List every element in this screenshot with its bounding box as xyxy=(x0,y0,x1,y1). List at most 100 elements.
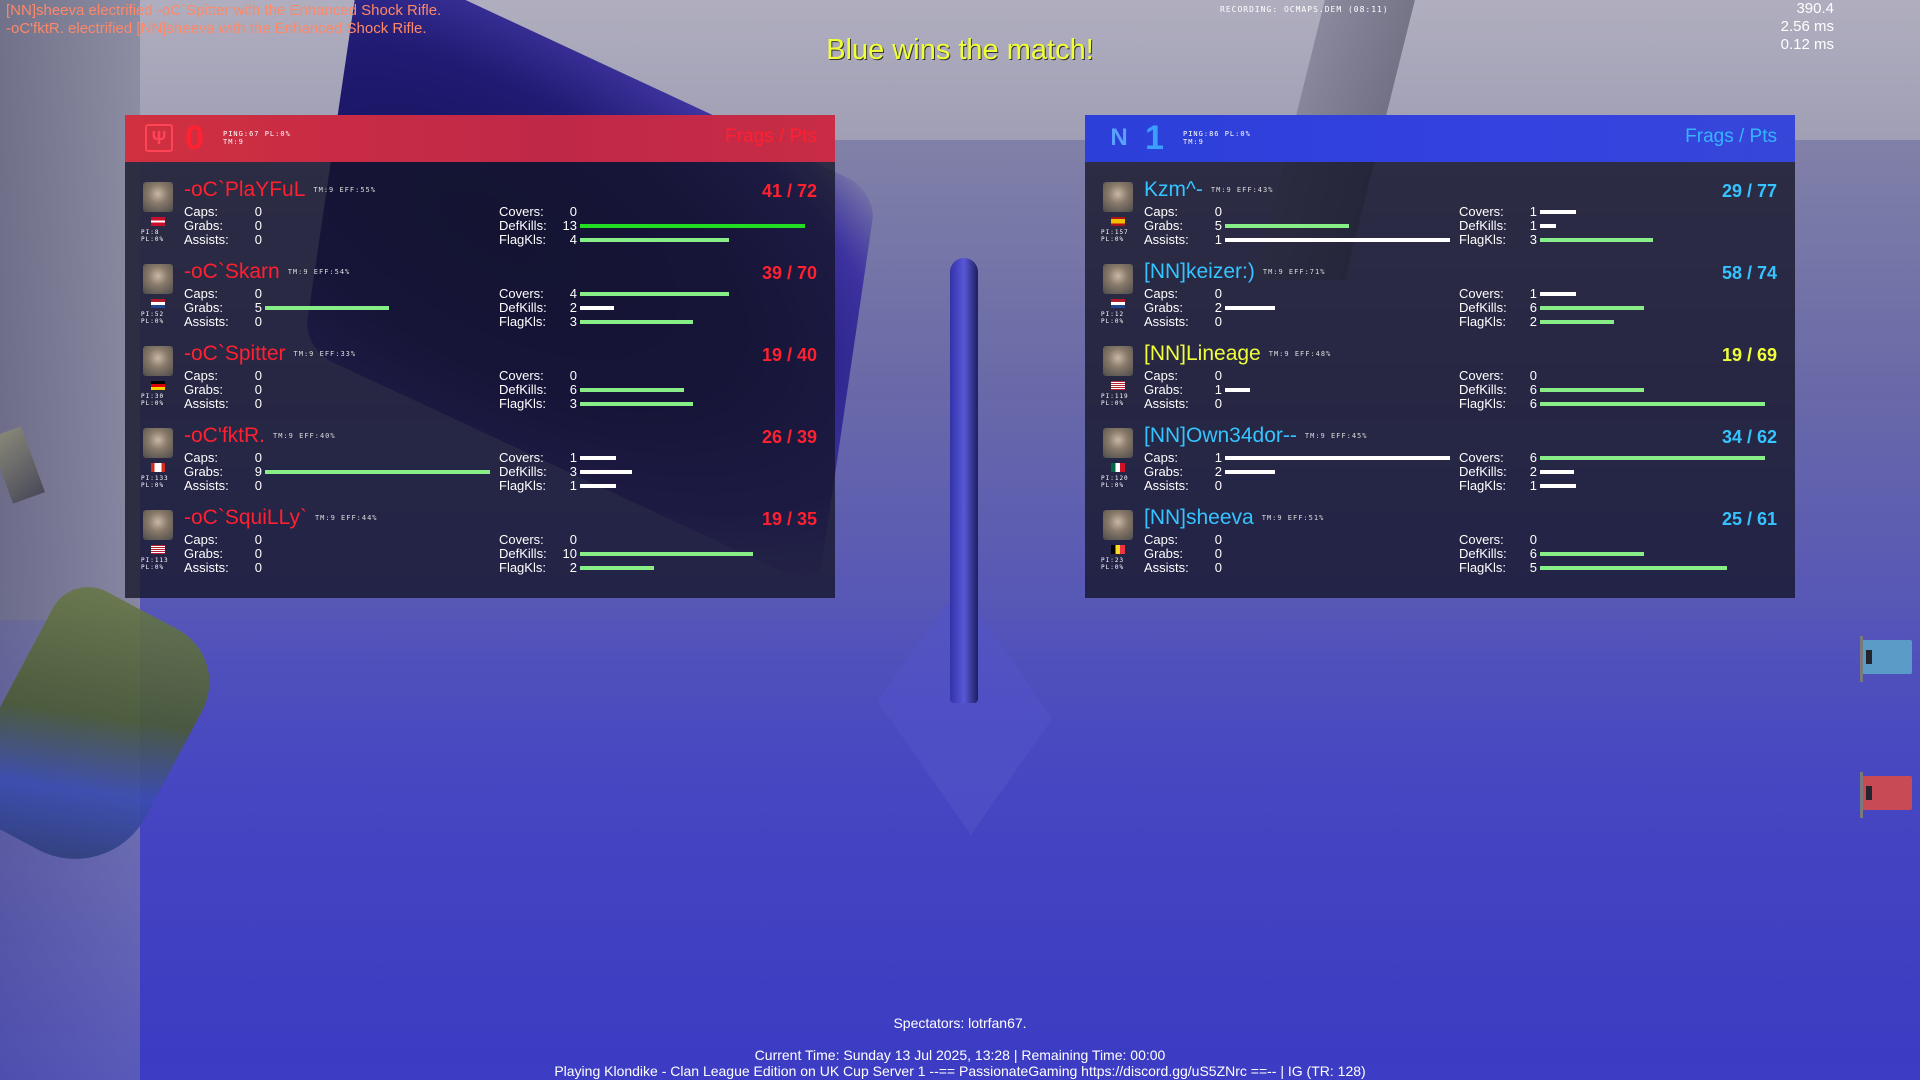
player-name-text: -oC`Spitter xyxy=(184,342,286,365)
stat-bar-track xyxy=(1540,388,1765,392)
player-frags-pts: 39 / 70 xyxy=(761,263,817,283)
stat-bar-track xyxy=(1540,292,1765,296)
stat-label: FlagKls: xyxy=(499,560,546,575)
stat-bar-track xyxy=(580,552,805,556)
stat-label: DefKills: xyxy=(499,300,547,315)
stat-grabs: Grabs: 1 xyxy=(1144,383,1222,397)
stat-label: Caps: xyxy=(184,450,218,465)
stat-value: 0 xyxy=(1214,396,1222,411)
stat-label: DefKills: xyxy=(1459,464,1507,479)
player-ping-info: PI:23 PL:0% xyxy=(1101,557,1124,571)
stat-value: 13 xyxy=(562,218,577,233)
stat-value: 1 xyxy=(1529,204,1537,219)
stat-bar-defkills xyxy=(1540,470,1574,474)
player-avatar xyxy=(143,346,173,376)
stat-value: 1 xyxy=(569,478,577,493)
player-list: PI:8 PL:0% -oC`PlaYFuL TM:9 EFF:55% 41 / … xyxy=(125,162,835,587)
stat-bar-track xyxy=(580,238,805,242)
stat-bar-track xyxy=(1540,306,1765,310)
stat-value: 9 xyxy=(254,464,262,479)
stat-covers: Covers: 4 xyxy=(499,287,577,301)
stat-bar-flagkls xyxy=(1540,320,1614,324)
player-ping: PI:23 xyxy=(1101,557,1125,564)
stat-caps: Caps: 0 xyxy=(184,451,262,465)
stat-defkills: DefKills: 2 xyxy=(499,301,577,315)
stat-value: 6 xyxy=(569,382,577,397)
stat-value: 4 xyxy=(569,232,577,247)
country-flag-icon xyxy=(151,463,165,472)
stat-label: Caps: xyxy=(184,532,218,547)
frame-time-readout: 2.56 ms xyxy=(1780,18,1834,35)
stat-value: 0 xyxy=(254,396,262,411)
stat-bar-covers xyxy=(1540,292,1576,296)
player-eff: TM:9 EFF:71% xyxy=(1262,268,1326,277)
stat-label: Covers: xyxy=(499,204,544,219)
stat-bar-track xyxy=(580,484,805,488)
player-ping-info: PI:12 PL:0% xyxy=(1101,311,1124,325)
frags-pts-header: Frags / Pts xyxy=(1685,126,1777,147)
stat-label: Covers: xyxy=(1459,286,1504,301)
player-name: -oC`Spitter TM:9 EFF:33% xyxy=(184,342,356,366)
stat-flagkls: FlagKls: 2 xyxy=(499,561,577,575)
stat-label: DefKills: xyxy=(499,464,547,479)
stat-caps: Caps: 0 xyxy=(1144,369,1222,383)
player-avatar xyxy=(143,264,173,294)
stat-bar-flagkls xyxy=(580,402,693,406)
stat-label: Assists: xyxy=(184,314,229,329)
country-flag-icon xyxy=(1111,381,1125,390)
stat-label: Covers: xyxy=(1459,450,1504,465)
stat-label: Caps: xyxy=(1144,204,1178,219)
stat-value: 1 xyxy=(1214,232,1222,247)
stat-label: FlagKls: xyxy=(1459,232,1506,247)
stat-bar-covers xyxy=(580,292,729,296)
player-ping: PI:157 xyxy=(1101,229,1129,236)
team-tm: TM:9 xyxy=(1183,138,1204,146)
match-result-headline: Blue wins the match! xyxy=(826,34,1094,66)
stat-label: FlagKls: xyxy=(499,232,546,247)
stat-label: Caps: xyxy=(1144,286,1178,301)
stat-assists: Assists: 0 xyxy=(1144,315,1222,329)
stat-value: 1 xyxy=(1214,450,1222,465)
stat-bar-defkills xyxy=(580,224,805,228)
stat-bar-defkills xyxy=(1540,388,1644,392)
nn-clan-icon: N xyxy=(1110,124,1128,151)
stat-label: Grabs: xyxy=(1144,464,1184,479)
stat-value: 10 xyxy=(562,546,577,561)
stat-grabs: Grabs: 5 xyxy=(184,301,262,315)
player-eff: TM:9 EFF:40% xyxy=(273,432,336,441)
player-ping: PI:30 xyxy=(141,393,165,400)
player-ping: PI:52 xyxy=(141,311,165,318)
player-row: PI:133 PL:0% -oC'fktR. TM:9 EFF:40% 26 / … xyxy=(125,423,835,505)
stat-bar-track xyxy=(1540,456,1765,460)
player-name: [NN]keizer:) TM:9 EFF:71% xyxy=(1144,260,1325,284)
stat-value: 0 xyxy=(254,478,262,493)
stat-label: Caps: xyxy=(184,286,218,301)
player-avatar xyxy=(1103,510,1133,540)
player-ping: PI:12 xyxy=(1101,311,1125,318)
player-eff: TM:9 EFF:33% xyxy=(293,350,357,359)
stat-value: 0 xyxy=(254,532,262,547)
stat-value: 0 xyxy=(1214,314,1222,329)
stat-bar-covers xyxy=(1540,210,1576,214)
stat-value: 0 xyxy=(254,286,262,301)
player-name: -oC`Skarn TM:9 EFF:54% xyxy=(184,260,350,284)
stat-value: 0 xyxy=(1214,204,1222,219)
player-packet-loss: PL:0% xyxy=(141,482,165,489)
stat-value: 0 xyxy=(254,382,262,397)
stat-caps: Caps: 0 xyxy=(184,205,262,219)
stat-label: Covers: xyxy=(499,450,544,465)
stat-grabs: Grabs: 0 xyxy=(184,547,262,561)
stat-flagkls: FlagKls: 5 xyxy=(1459,561,1537,575)
player-name-text: -oC`PlaYFuL xyxy=(184,178,306,201)
stat-covers: Covers: 0 xyxy=(499,205,577,219)
stat-value: 1 xyxy=(569,450,577,465)
stat-bar-track xyxy=(1540,224,1765,228)
stat-value: 1 xyxy=(1529,218,1537,233)
stat-label: Grabs: xyxy=(184,546,224,561)
stat-grabs: Grabs: 0 xyxy=(1144,547,1222,561)
stat-label: FlagKls: xyxy=(499,396,546,411)
player-frags-pts: 25 / 61 xyxy=(1721,509,1777,529)
stat-value: 0 xyxy=(254,218,262,233)
stat-bar-track xyxy=(1540,402,1765,406)
stat-label: Covers: xyxy=(499,368,544,383)
